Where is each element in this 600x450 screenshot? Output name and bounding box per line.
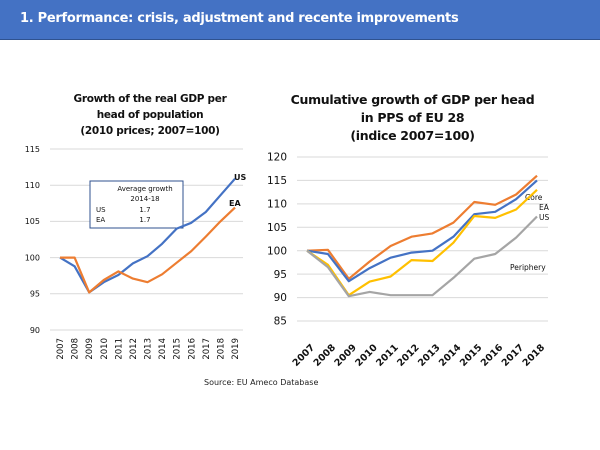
average-growth-box — [89, 180, 184, 229]
slide-title: 1. Performance: crisis, adjustment and r… — [20, 11, 459, 26]
right-x-tick-label: 2009 — [332, 342, 358, 368]
left-x-tick-label: 2010 — [100, 338, 110, 360]
right-y-tick-label: 90 — [274, 292, 287, 304]
average-growth-row-label: US — [96, 206, 106, 214]
right-y-tick-label: 100 — [267, 245, 287, 257]
right-series-label-ea: EA — [539, 203, 550, 212]
left-chart-title: Growth of the real GDP per head of popul… — [50, 91, 250, 139]
right-series-line-us — [306, 188, 538, 297]
average-growth-period: 2014-18 — [130, 195, 159, 203]
right-x-tick-label: 2007 — [291, 342, 317, 368]
right-chart-title: Cumulative growth of GDP per head in PPS… — [285, 91, 540, 145]
right-series-line-periphery — [306, 215, 538, 298]
right-chart-title-line: Cumulative growth of GDP per head — [290, 92, 535, 107]
right-x-tick-label: 2012 — [395, 342, 421, 368]
average-growth-row-value: 1.7 — [139, 216, 150, 224]
right-x-tick-label: 2011 — [374, 342, 400, 368]
left-x-tick-label: 2017 — [202, 338, 212, 360]
right-y-tick-label: 85 — [274, 316, 287, 328]
right-series-label-periphery: Periphery — [510, 263, 546, 272]
right-series-label-core: Core — [525, 193, 543, 202]
left-y-tick-label: 95 — [30, 290, 40, 299]
left-x-tick-label: 2008 — [71, 338, 81, 360]
left-x-tick-label: 2018 — [216, 338, 226, 360]
average-growth-row-value: 1.7 — [139, 206, 150, 214]
right-x-tick-label: 2010 — [353, 342, 380, 369]
slide-header: 1. Performance: crisis, adjustment and r… — [0, 0, 600, 40]
right-x-tick-label: 2016 — [479, 342, 506, 369]
left-y-tick-label: 105 — [25, 217, 40, 226]
right-x-tick-label: 2018 — [521, 342, 548, 369]
left-series-line-ea — [60, 206, 236, 294]
right-y-tick-label: 115 — [267, 175, 287, 187]
right-y-tick-label: 105 — [267, 222, 287, 234]
left-x-tick-label: 2015 — [173, 338, 183, 360]
left-y-tick-label: 100 — [25, 253, 40, 262]
right-y-tick-label: 95 — [274, 269, 287, 281]
right-series-label-us: US — [539, 213, 549, 222]
source-note: Source: EU Ameco Database — [204, 378, 319, 387]
left-y-tick-label: 90 — [30, 326, 40, 335]
left-x-tick-label: 2019 — [231, 338, 241, 360]
right-x-tick-label: 2013 — [416, 342, 442, 368]
left-y-tick-label: 110 — [25, 181, 40, 190]
right-x-tick-label: 2008 — [312, 342, 339, 369]
left-x-tick-label: 2007 — [56, 338, 66, 360]
left-chart-title-line: head of population — [96, 109, 204, 121]
left-chart-title-line: Growth of the real GDP per — [73, 93, 227, 105]
right-series-line-core — [306, 174, 538, 280]
right-chart-title-line: (indice 2007=100) — [350, 128, 475, 143]
left-series-label-ea: EA — [229, 199, 241, 208]
left-chart-title-line: (2010 prices; 2007=100) — [80, 125, 220, 137]
left-x-tick-label: 2016 — [187, 338, 197, 360]
right-series-line-ea — [306, 179, 538, 283]
left-series-label-us: US — [234, 173, 246, 182]
right-x-tick-label: 2017 — [500, 342, 526, 368]
left-x-tick-label: 2012 — [129, 338, 139, 360]
right-y-tick-label: 110 — [267, 199, 287, 211]
right-x-tick-label: 2014 — [437, 342, 464, 369]
right-y-tick-label: 120 — [267, 152, 287, 164]
left-x-tick-label: 2013 — [144, 338, 154, 360]
right-chart-title-line: in PPS of EU 28 — [360, 110, 465, 125]
right-x-tick-label: 2015 — [458, 342, 484, 368]
left-x-tick-label: 2009 — [85, 338, 95, 360]
average-growth-row-label: EA — [96, 216, 105, 224]
left-x-tick-label: 2014 — [158, 338, 168, 360]
left-x-tick-label: 2011 — [114, 338, 124, 360]
average-growth-title: Average growth — [117, 185, 172, 193]
left-y-tick-label: 115 — [25, 145, 40, 154]
